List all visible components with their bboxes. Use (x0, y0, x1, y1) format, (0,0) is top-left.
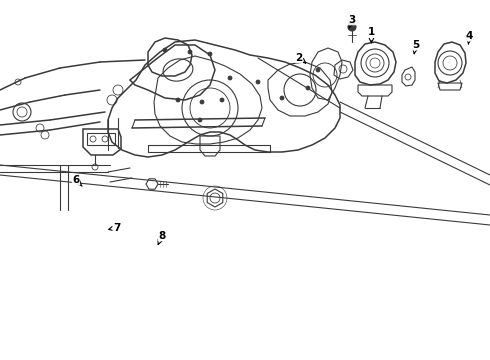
Text: 5: 5 (412, 40, 419, 54)
Circle shape (208, 52, 212, 56)
Text: 4: 4 (466, 31, 473, 44)
Text: 7: 7 (109, 222, 121, 233)
Text: 2: 2 (295, 53, 306, 63)
Circle shape (198, 118, 202, 122)
Circle shape (306, 86, 310, 90)
Text: 6: 6 (73, 175, 82, 186)
Circle shape (228, 76, 232, 80)
Circle shape (176, 98, 180, 102)
Text: 8: 8 (158, 231, 165, 244)
Circle shape (200, 100, 204, 104)
Circle shape (188, 50, 192, 54)
Circle shape (256, 80, 260, 84)
Circle shape (220, 98, 224, 102)
Text: 1: 1 (368, 27, 375, 43)
Circle shape (348, 23, 356, 31)
Text: 3: 3 (348, 15, 355, 28)
Circle shape (163, 48, 167, 52)
Circle shape (280, 96, 284, 100)
Circle shape (316, 68, 320, 72)
